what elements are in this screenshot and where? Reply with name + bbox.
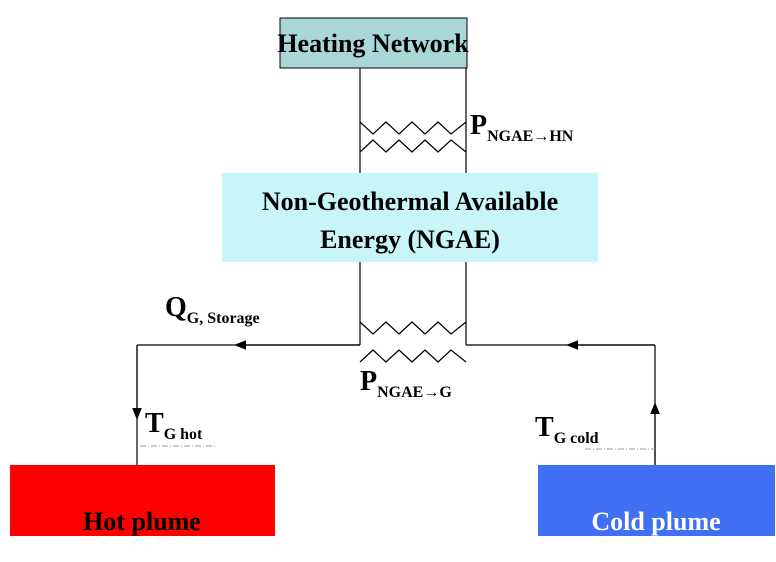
heat-exchanger: [359, 121, 467, 135]
symbol: T: [535, 412, 554, 443]
node-label: Non-Geothermal Available: [262, 187, 558, 216]
flow-label: QG, Storage: [165, 292, 260, 327]
subscript: G hot: [164, 426, 203, 443]
cold-plume-box: [538, 465, 775, 536]
heat-exchanger: [359, 321, 467, 335]
subscript: G, Storage: [187, 310, 260, 327]
symbol: P: [470, 110, 487, 141]
subscript: G cold: [554, 430, 599, 447]
node-label: Cold plume: [591, 507, 720, 536]
node-label: Heating Network: [277, 29, 469, 58]
heat-exchanger: [359, 139, 467, 153]
node-label: Hot plume: [83, 507, 201, 536]
power-label: PNGAE→HN: [470, 110, 574, 145]
symbol: Q: [165, 292, 187, 323]
temperature-label: TG hot: [145, 408, 203, 443]
node-label: Energy (NGAE): [320, 225, 500, 254]
heating-network-box: [279, 17, 468, 69]
symbol: P: [360, 366, 377, 397]
hot-plume-box: [10, 465, 275, 536]
heat-exchanger: [359, 349, 467, 363]
symbol: T: [145, 408, 164, 439]
subscript: NGAE→G: [377, 384, 452, 401]
subscript: NGAE→HN: [487, 128, 574, 145]
temperature-label: TG cold: [535, 412, 599, 447]
power-label: PNGAE→G: [360, 366, 452, 401]
ngae-box: [222, 173, 598, 262]
